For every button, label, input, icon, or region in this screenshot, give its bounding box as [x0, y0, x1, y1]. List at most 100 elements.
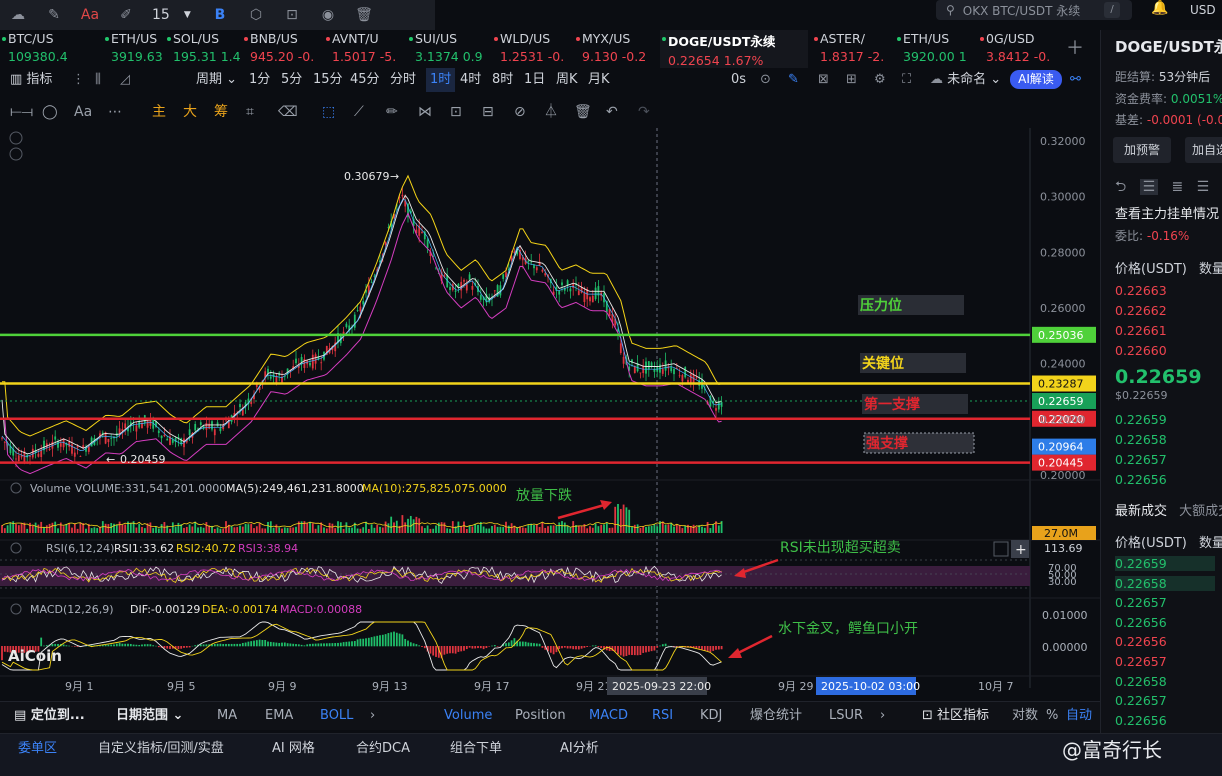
indicator-toggle[interactable]: MA	[217, 702, 237, 730]
add-watchlist-button[interactable]: 加自选	[1185, 137, 1222, 163]
large-order-button[interactable]: 大	[183, 100, 197, 124]
area-icon[interactable]: ◿	[120, 68, 130, 92]
period-option[interactable]: 周K	[556, 68, 578, 92]
bottom-tab[interactable]: 组合下单	[450, 734, 502, 764]
period-option[interactable]: 1日	[524, 68, 545, 92]
bid-price[interactable]: 0.22658	[1115, 432, 1167, 447]
currency-select[interactable]: USD	[1190, 0, 1222, 20]
bold-icon[interactable]: B	[202, 0, 238, 30]
highlight-icon[interactable]: ✐	[108, 0, 144, 30]
indicator-toggle[interactable]: BOLL	[320, 702, 353, 730]
locate-button[interactable]: ▤ 定位到...	[14, 702, 85, 730]
depth-link[interactable]: 查看主力挂单情况	[1115, 203, 1219, 222]
indicator-toggle[interactable]: RSI	[652, 702, 673, 730]
bottom-tab[interactable]: AI 网格	[272, 734, 315, 764]
period-option[interactable]: 5分	[281, 68, 302, 92]
more-icon[interactable]: ⋮	[72, 68, 85, 92]
indicator-toggle[interactable]: Position	[515, 702, 566, 730]
period-option[interactable]: 15分	[313, 68, 343, 92]
both-view-icon[interactable]: ☰	[1140, 179, 1159, 195]
gear-icon[interactable]: ⚙	[874, 68, 886, 92]
font-size-select[interactable]: 15▼	[144, 0, 202, 30]
large-trades-tab[interactable]: 大额成交	[1179, 504, 1222, 519]
undo-icon[interactable]: ↶	[606, 100, 618, 124]
indicator-toggle[interactable]: LSUR	[829, 702, 863, 730]
chevron-right-icon-2[interactable]: ›	[880, 702, 885, 730]
auto-scale-toggle[interactable]: 自动	[1066, 702, 1092, 730]
period-option[interactable]: 月K	[588, 68, 610, 92]
eraser-icon[interactable]: ⌫	[278, 100, 298, 124]
pen-icon[interactable]: ✎	[788, 68, 799, 92]
magnet-icon[interactable]: ⋈	[418, 100, 432, 124]
text-tool-icon[interactable]: Aa	[74, 100, 92, 124]
horizontal-line-icon[interactable]: ⟝⟞	[10, 100, 33, 124]
community-indicator-button[interactable]: ⊡ 社区指标	[922, 702, 989, 730]
bottom-tab[interactable]: AI分析	[560, 734, 599, 764]
bottom-tab[interactable]: 委单区	[18, 734, 57, 764]
brush-icon[interactable]: ⌗	[246, 100, 254, 124]
edit-icon[interactable]: ✎	[36, 0, 72, 30]
ask-price[interactable]: 0.22660	[1115, 343, 1167, 358]
trades-tab[interactable]: 最新成交	[1115, 504, 1167, 519]
cursor-icon[interactable]: ⬚	[322, 100, 335, 124]
lock-icon[interactable]: ⊡	[274, 0, 310, 30]
share-icon[interactable]: ⚯	[1070, 68, 1081, 92]
ticker-tab[interactable]: ASTER/1.8317 -2.	[812, 30, 892, 68]
add-alert-button[interactable]: 加预警	[1113, 137, 1171, 163]
orderbook-view-icons[interactable]: ⮌ ☰ ≣ ☰	[1115, 176, 1209, 200]
period-option[interactable]: 1分	[249, 68, 270, 92]
search-input[interactable]: ⚲ OKX BTC/USDT 永续 /	[936, 0, 1132, 20]
bottom-tab[interactable]: 自定义指标/回测/实盘	[98, 734, 224, 764]
text-color-icon[interactable]: Aa	[72, 0, 108, 30]
log-scale-toggle[interactable]: 对数	[1012, 702, 1038, 730]
layout-icon[interactable]: ⊞	[846, 68, 857, 92]
lock-icon[interactable]: ⊟	[482, 100, 494, 124]
price-chart[interactable]: 0.250360.232870.226590.220200.204450.209…	[0, 128, 1100, 698]
period-select[interactable]: 周期 ⌄	[196, 68, 237, 92]
bid-price[interactable]: 0.22656	[1115, 472, 1167, 487]
visibility-icon[interactable]: ◉	[310, 0, 346, 30]
trash-icon[interactable]: 🗑	[574, 100, 592, 124]
main-force-button[interactable]: 主	[152, 100, 166, 124]
percent-scale-toggle[interactable]: %	[1046, 702, 1058, 730]
indicator-toggle[interactable]: Volume	[444, 702, 492, 730]
period-option[interactable]: 1时	[426, 68, 455, 92]
delete-icon[interactable]: 🗑	[346, 0, 382, 30]
settings-icon[interactable]: ⬡	[238, 0, 274, 30]
layout-name-select[interactable]: ☁ 未命名 ⌄	[930, 68, 1001, 92]
indicator-button[interactable]: ▥ 指标	[10, 68, 52, 92]
chevron-right-icon[interactable]: ›	[370, 702, 375, 730]
filter-icon[interactable]: ⏃	[544, 100, 558, 124]
bid-price[interactable]: 0.22659	[1115, 412, 1167, 427]
redo-icon[interactable]: ↷	[638, 100, 650, 124]
indicator-toggle[interactable]: KDJ	[700, 702, 722, 730]
indicator-toggle[interactable]: 爆仓统计	[750, 702, 802, 730]
ask-price[interactable]: 0.22661	[1115, 323, 1167, 338]
cloud-sync-icon[interactable]: ☁	[0, 0, 36, 30]
bid-price[interactable]: 0.22657	[1115, 452, 1167, 467]
pencil-icon[interactable]: ✏	[386, 100, 398, 124]
bell-icon[interactable]: 🔔	[1150, 0, 1170, 20]
ask-price[interactable]: 0.22663	[1115, 283, 1167, 298]
camera-icon[interactable]: ⊙	[760, 68, 771, 92]
add-tab-icon[interactable]: ＋	[1066, 34, 1084, 60]
ask-price[interactable]: 0.22662	[1115, 303, 1167, 318]
chip-button[interactable]: 筹	[214, 100, 228, 124]
ruler-icon[interactable]: ⟋	[354, 100, 364, 124]
indicator-toggle[interactable]: MACD	[589, 702, 628, 730]
indicator-toggle[interactable]: EMA	[265, 702, 293, 730]
period-option[interactable]: 45分	[350, 68, 380, 92]
kline-icon[interactable]: ⫼	[95, 68, 101, 92]
fullscreen-icon[interactable]: ⛶	[902, 68, 911, 92]
lock-drawing-icon[interactable]: ⊡	[450, 100, 462, 124]
